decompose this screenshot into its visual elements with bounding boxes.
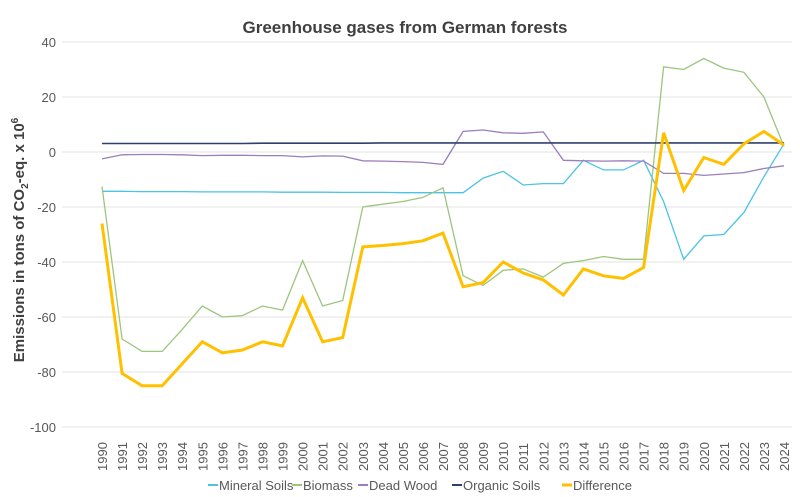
- series-line-dead-wood: [101, 129, 785, 177]
- gridlines: [62, 41, 792, 428]
- x-tick-label: 2003: [356, 442, 371, 471]
- legend-item: Difference: [562, 478, 632, 493]
- legend-item: Mineral Soils: [208, 478, 294, 493]
- x-tick-label: 1998: [255, 442, 270, 471]
- x-tick-label: 1995: [195, 442, 210, 471]
- x-tick-label: 2005: [396, 442, 411, 471]
- legend-label: Biomass: [303, 478, 353, 493]
- series-organic-soils: [101, 142, 785, 145]
- x-tick-label: 1996: [215, 442, 230, 471]
- y-tick-label: -80: [37, 365, 56, 380]
- x-tick-label: 1990: [95, 442, 110, 471]
- x-tick-label: 1997: [235, 442, 250, 471]
- x-tick-label: 1993: [155, 442, 170, 471]
- x-tick-label: 2014: [576, 442, 591, 471]
- series-line-mineral-soils: [102, 143, 785, 261]
- legend-item: Biomass: [292, 478, 353, 493]
- y-tick-label: -100: [30, 420, 56, 435]
- y-tick-label: -60: [37, 310, 56, 325]
- x-tick-label: 2008: [456, 442, 471, 471]
- y-tick-labels: 40 20 0 -20 -40 -60 -80 -100: [30, 35, 56, 435]
- x-tick-label: 2024: [777, 442, 792, 471]
- y-tick-label: 0: [49, 145, 56, 160]
- x-tick-label: 2009: [476, 442, 491, 471]
- series-line-difference: [100, 129, 785, 388]
- y-axis-label-text-2: -eq. x 10: [11, 123, 28, 183]
- legend-label: Dead Wood: [369, 478, 437, 493]
- x-tick-label: 1999: [276, 442, 291, 471]
- x-tick-label: 2004: [376, 442, 391, 471]
- series-difference: [100, 129, 785, 388]
- y-axis-label-text: Emissions in tons of CO: [11, 189, 28, 363]
- x-tick-label: 1994: [175, 442, 190, 471]
- x-tick-label: 1992: [135, 442, 150, 471]
- x-tick-label: 2011: [516, 443, 531, 471]
- x-tick-labels: 1990 1991 1992 1993 1994 1995 1996 1997 1998 1999…: [95, 442, 792, 471]
- series-biomass: [101, 57, 785, 353]
- legend-label: Organic Soils: [463, 478, 541, 493]
- x-tick-label: 2017: [637, 442, 652, 471]
- x-tick-label: 2007: [436, 442, 451, 471]
- x-tick-label: 2019: [677, 442, 692, 471]
- legend-label: Mineral Soils: [219, 478, 294, 493]
- x-tick-label: 2021: [717, 442, 732, 471]
- x-tick-label: 2002: [336, 442, 351, 471]
- chart-title: Greenhouse gases from German forests: [242, 18, 567, 37]
- y-tick-label: 40: [42, 35, 56, 50]
- x-tick-label: 2010: [496, 442, 511, 471]
- y-tick-label: -20: [37, 200, 56, 215]
- y-tick-label: 20: [42, 90, 56, 105]
- legend-label: Difference: [573, 478, 632, 493]
- x-tick-label: 2020: [697, 442, 712, 471]
- x-tick-label: 2018: [657, 442, 672, 471]
- x-tick-label: 2013: [556, 442, 571, 471]
- y-axis-label-superscript: 6: [10, 117, 21, 123]
- series-line-biomass: [101, 57, 785, 353]
- y-axis-label-subscript: 2: [20, 183, 31, 189]
- x-tick-label: 2006: [416, 442, 431, 471]
- x-tick-label: 2016: [617, 442, 632, 471]
- x-tick-label: 1991: [115, 442, 130, 471]
- legend-item: Dead Wood: [358, 478, 437, 493]
- legend-item: Organic Soils: [452, 478, 541, 493]
- legend: Mineral Soils Biomass Dead Wood Organic Soi…: [208, 478, 632, 493]
- x-tick-label: 2012: [536, 442, 551, 471]
- series-line-organic-soils: [102, 142, 784, 145]
- series-lines: [100, 57, 785, 388]
- y-axis-label: Emissions in tons of CO2-eq. x 106: [10, 117, 31, 362]
- x-tick-label: 2015: [596, 442, 611, 471]
- x-tick-label: 2001: [316, 442, 331, 471]
- y-tick-label: -40: [37, 255, 56, 270]
- x-tick-label: 2000: [296, 442, 311, 471]
- series-dead-wood: [101, 129, 785, 177]
- x-tick-label: 2022: [737, 442, 752, 471]
- x-tick-label: 2023: [757, 442, 772, 471]
- series-mineral-soils: [101, 143, 785, 261]
